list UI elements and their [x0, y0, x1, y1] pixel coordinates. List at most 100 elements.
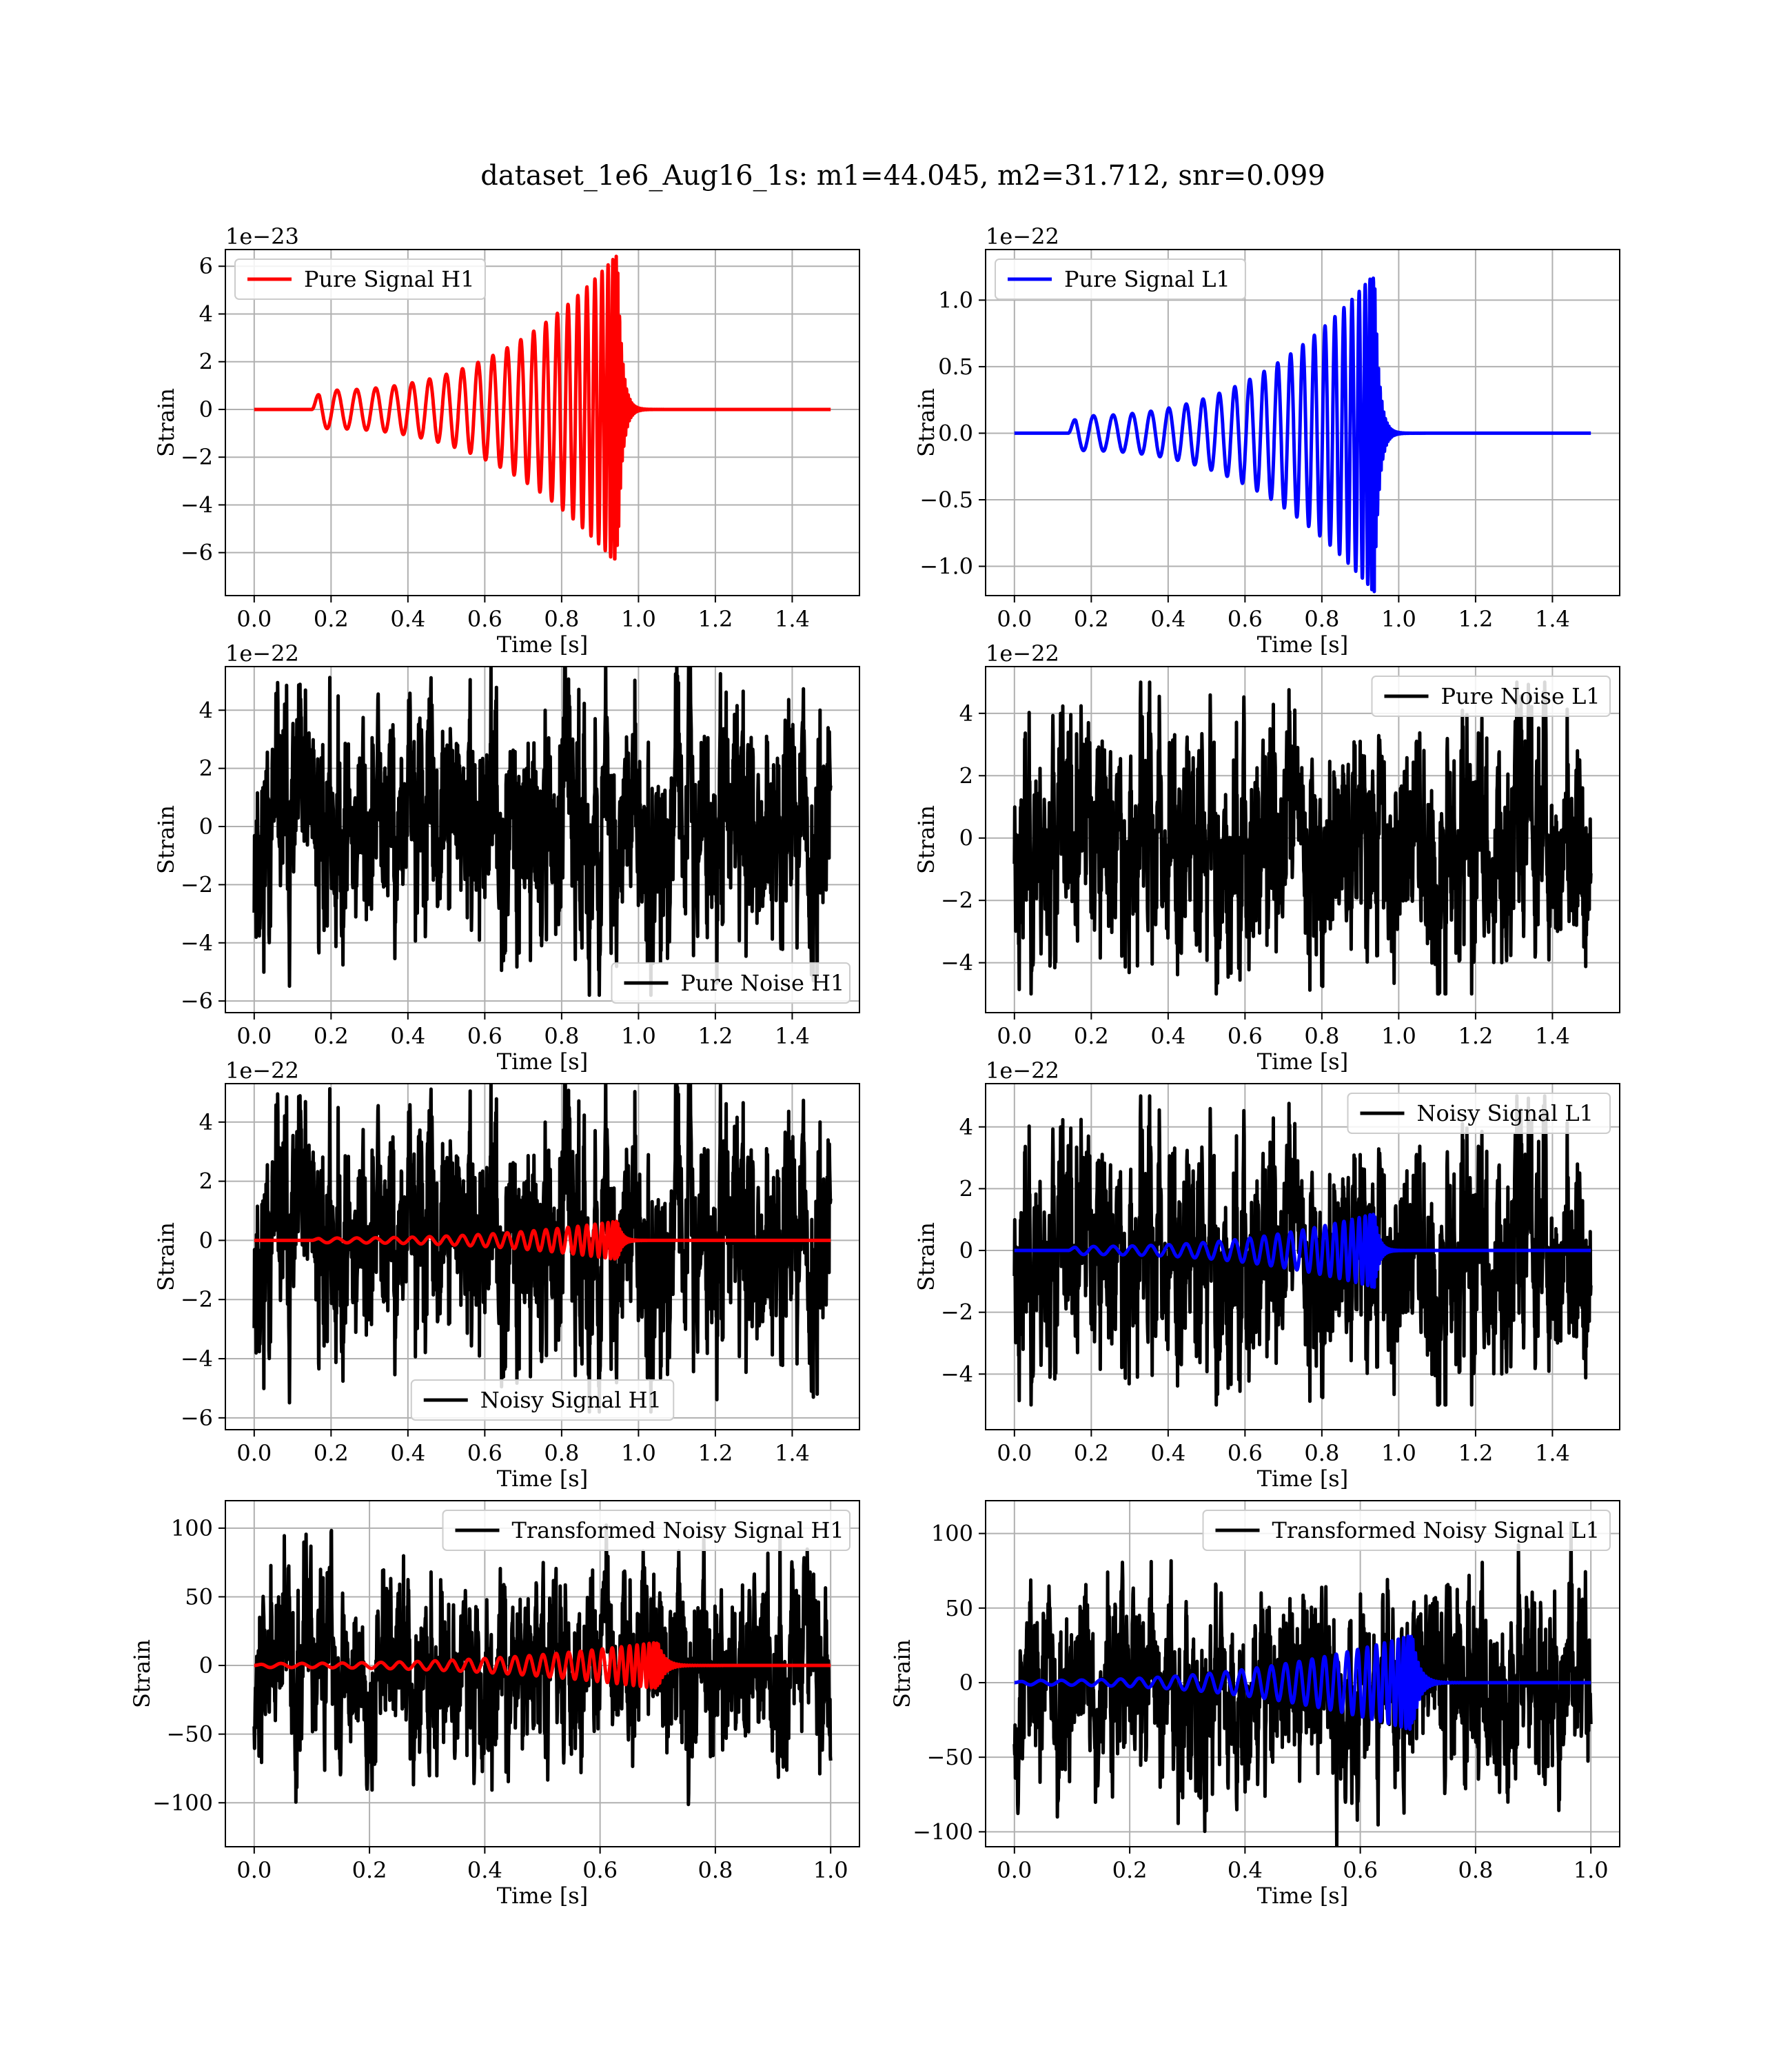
x-axis-label: Time [s] — [1257, 1048, 1348, 1075]
x-tick-label: 0.2 — [314, 606, 349, 632]
legend-box — [410, 1379, 675, 1421]
legend-label: Transformed Noisy Signal L1 — [1272, 1517, 1600, 1543]
x-tick-label: 0.6 — [467, 1023, 502, 1049]
y-tick-label: −4 — [181, 1346, 213, 1372]
legend-box — [234, 258, 486, 300]
offset-label: 1e−22 — [986, 1057, 1059, 1084]
y-tick-label: 2 — [199, 349, 213, 375]
x-axis-label: Time [s] — [497, 1466, 588, 1492]
panel-transformed-noisy-signal-l1: 0.0 0.2 0.4 0.6 0.8 1.0 −100 −50 0 50 100 Time [s] S… — [889, 1500, 1620, 1909]
panel-pure-signal-h1: 0.0 0.2 0.4 0.6 0.8 1.0 1.2 1.4 −6 −4 −2 0 2 4 6 Time [… — [153, 223, 860, 658]
y-tick-label: 4 — [199, 697, 213, 723]
y-tick-label: 50 — [185, 1583, 213, 1610]
x-tick-label: 0.8 — [544, 1440, 579, 1466]
y-tick-label: −2 — [941, 1299, 973, 1326]
figure-title: dataset_1e6_Aug16_1s: m1=44.045, m2=31.7… — [480, 160, 1325, 192]
legend-box — [611, 962, 851, 1004]
plot-frame — [985, 1500, 1620, 1847]
legend: Transformed Noisy Signal H1 — [442, 1510, 851, 1551]
x-tick-label: 0.4 — [1150, 606, 1185, 632]
series-line-pure-signal-h1 — [254, 254, 833, 561]
y-tick-label: 2 — [959, 1175, 973, 1202]
y-tick-label: 0.5 — [938, 354, 973, 380]
x-tick-label: 1.2 — [698, 606, 733, 632]
y-axis-label: Strain — [913, 388, 939, 457]
y-tick-label: 0.0 — [938, 420, 973, 446]
legend: Pure Signal L1 — [995, 258, 1246, 300]
y-tick-label: −4 — [181, 491, 213, 518]
y-tick-label: −4 — [181, 930, 213, 956]
legend-box — [1347, 1093, 1611, 1134]
y-tick-label: 100 — [931, 1521, 973, 1547]
x-tick-label: 1.0 — [1574, 1857, 1609, 1883]
x-axis-label: Time [s] — [1257, 1883, 1348, 1909]
offset-label: 1e−22 — [225, 640, 299, 667]
x-axis-label: Time [s] — [497, 631, 588, 658]
y-tick-label: −100 — [913, 1818, 973, 1845]
series-line-noisy-signal-h1 — [252, 1084, 833, 1414]
series-line-signal-1 — [254, 1219, 833, 1261]
plot-frame — [225, 666, 860, 1013]
x-tick-label: 1.0 — [621, 1023, 656, 1049]
x-tick-label: 0.4 — [390, 606, 425, 632]
x-tick-label: 0.6 — [582, 1857, 618, 1883]
x-tick-label: 1.4 — [775, 606, 810, 632]
series-line-transformed-noisy-signal-l1 — [1012, 1521, 1593, 1847]
offset-label: 1e−22 — [225, 1057, 299, 1084]
legend-box — [442, 1510, 851, 1551]
legend-label: Noisy Signal L1 — [1417, 1100, 1594, 1126]
y-tick-label: 0 — [959, 1237, 973, 1264]
y-tick-label: 2 — [199, 1168, 213, 1195]
x-tick-label: 1.2 — [1458, 606, 1493, 632]
x-tick-label: 0.0 — [997, 1023, 1032, 1049]
y-tick-label: 100 — [171, 1515, 213, 1541]
plot-frame — [985, 1083, 1620, 1430]
legend-label: Pure Signal L1 — [1064, 266, 1230, 292]
x-axis-label: Time [s] — [497, 1048, 588, 1075]
y-axis-label: Strain — [153, 805, 179, 874]
panel-pure-signal-l1: 0.0 0.2 0.4 0.6 0.8 1.0 1.2 1.4 −1.0 −0.5 0.0 0.5 1.… — [913, 223, 1620, 658]
legend-label: Pure Noise H1 — [681, 970, 845, 996]
series-line-pure-noise-h1 — [252, 667, 833, 997]
y-tick-label: −2 — [181, 444, 213, 470]
x-tick-label: 0.2 — [352, 1857, 387, 1883]
y-tick-label: −6 — [181, 1405, 213, 1431]
y-tick-label: −4 — [941, 1361, 973, 1387]
series-line-signal-1 — [1012, 1634, 1593, 1731]
x-tick-label: 1.0 — [621, 606, 656, 632]
x-tick-label: 1.4 — [1535, 1023, 1570, 1049]
y-tick-label: 50 — [945, 1595, 973, 1621]
x-tick-label: 1.4 — [1535, 1440, 1570, 1466]
x-axis-label: Time [s] — [1257, 631, 1348, 658]
legend: Pure Noise L1 — [1371, 676, 1611, 717]
x-tick-label: 0.8 — [1458, 1857, 1493, 1883]
panel-transformed-noisy-signal-h1: 0.0 0.2 0.4 0.6 0.8 1.0 −100 −50 0 50 100 Time [s] S… — [129, 1500, 860, 1909]
y-axis-label: Strain — [153, 388, 179, 457]
y-tick-label: 6 — [199, 253, 213, 279]
x-tick-label: 0.0 — [236, 1857, 272, 1883]
x-axis-label: Time [s] — [497, 1883, 588, 1909]
plot-frame — [225, 249, 860, 596]
legend: Transformed Noisy Signal L1 — [1202, 1510, 1611, 1551]
y-tick-label: −50 — [926, 1744, 973, 1770]
legend-label: Transformed Noisy Signal H1 — [512, 1517, 844, 1543]
x-tick-label: 0.4 — [1150, 1440, 1185, 1466]
y-axis-label: Strain — [889, 1639, 915, 1708]
panel-noisy-signal-l1: 0.0 0.2 0.4 0.6 0.8 1.0 1.2 1.4 −4 −2 0 2 4 Time [s] S… — [913, 1057, 1620, 1492]
x-tick-label: 1.2 — [1458, 1440, 1493, 1466]
x-tick-label: 0.6 — [467, 606, 502, 632]
y-tick-label: −2 — [941, 887, 973, 913]
x-tick-label: 0.8 — [1304, 1440, 1339, 1466]
plot-frame — [985, 249, 1620, 596]
y-axis-label: Strain — [129, 1639, 155, 1708]
x-tick-label: 1.2 — [698, 1440, 733, 1466]
x-tick-label: 0.6 — [467, 1440, 502, 1466]
series-line-signal-1 — [1014, 1213, 1593, 1289]
series-line-noisy-signal-l1 — [1012, 1094, 1593, 1407]
y-axis-label: Strain — [913, 805, 939, 874]
plot-frame — [985, 666, 1620, 1013]
x-tick-label: 0.4 — [1150, 1023, 1185, 1049]
y-tick-label: −4 — [941, 950, 973, 976]
y-tick-label: −2 — [181, 1286, 213, 1312]
